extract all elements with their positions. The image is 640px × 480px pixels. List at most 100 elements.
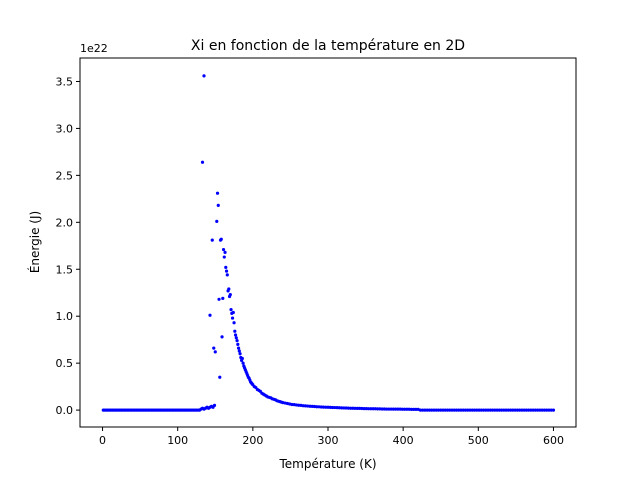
data-point [225,273,229,277]
x-axis-label: Température (K) [278,457,376,471]
data-point [524,408,529,412]
data-point [210,238,214,242]
data-point [405,407,409,411]
y-tick-label: 0.5 [56,357,74,370]
data-point [389,407,393,411]
y-axis-offset-label: 1e22 [80,42,108,55]
data-point [439,408,443,412]
data-point [344,406,348,410]
data-point [234,336,238,340]
data-point [463,408,468,412]
data-point [448,408,452,412]
data-point [232,321,236,325]
y-axis-label: Énergie (J) [27,211,42,273]
data-point [348,406,353,410]
data-point [459,408,463,412]
data-point [376,407,380,411]
data-point [407,407,411,411]
data-point [466,408,470,412]
data-point [502,408,506,412]
data-point [457,408,461,412]
data-point [454,408,459,412]
data-point [360,406,364,411]
data-point [398,407,402,411]
data-point [506,408,510,412]
data-point [484,408,488,412]
chart-title: Xi en fonction de la température en 2D [191,38,465,54]
data-point [229,308,233,312]
data-point [425,408,429,412]
data-point [364,407,368,411]
data-point [547,408,551,412]
data-point [213,350,217,354]
data-point [387,407,391,411]
data-point [236,342,240,346]
data-point [219,237,223,241]
data-point [414,407,418,411]
data-point [238,352,242,356]
axis-ticks: 0 100 200 300 400 500 600 0.0 0.5 1.0 1.5 2.0 2.5 3.0… [56,75,564,447]
y-tick-label: 3.0 [56,122,74,135]
data-point [328,405,332,409]
data-point [403,407,407,411]
data-point [212,403,217,407]
data-point [538,408,542,412]
data-point [217,297,221,301]
data-point [418,408,423,412]
data-point [221,296,225,300]
data-point [218,375,222,379]
data-point [380,407,384,411]
data-point [227,287,231,291]
data-point [208,313,212,317]
data-point [351,406,355,410]
data-point [470,408,474,412]
data-point [230,316,235,320]
data-point [477,408,481,412]
data-point [527,408,531,412]
data-point [452,408,456,412]
data-point [479,408,483,412]
data-point [518,408,522,412]
data-point [445,408,450,412]
data-point [223,250,227,254]
data-point [536,408,540,412]
data-point [432,408,436,412]
data-point [542,408,547,412]
data-point [423,408,427,412]
data-point [504,408,508,412]
data-point [373,407,377,411]
data-point [308,404,312,408]
data-point [450,408,454,412]
y-tick-label: 1.0 [56,310,74,323]
data-point [434,408,438,412]
data-point [315,405,319,409]
x-tick-label: 100 [167,434,188,447]
x-tick-label: 500 [468,434,489,447]
data-point [520,408,524,412]
data-point [233,329,237,333]
data-point [326,405,330,409]
x-tick-label: 300 [318,434,339,447]
data-point [394,407,398,411]
data-point [533,408,538,412]
data-point [339,406,344,410]
data-point [545,408,549,412]
data-point [241,361,245,365]
data-point [468,408,472,412]
data-point [220,335,224,339]
x-tick-label: 600 [543,434,564,447]
data-point [357,406,362,411]
data-point [430,408,434,412]
data-point [355,406,359,411]
data-point [490,408,495,412]
data-point [540,408,544,412]
data-point [330,405,335,410]
data-point [511,408,515,412]
data-point [222,255,226,259]
data-point [493,408,497,412]
y-tick-label: 3.5 [56,75,74,88]
data-point [549,408,553,412]
data-point [371,407,375,411]
y-tick-label: 2.0 [56,216,74,229]
